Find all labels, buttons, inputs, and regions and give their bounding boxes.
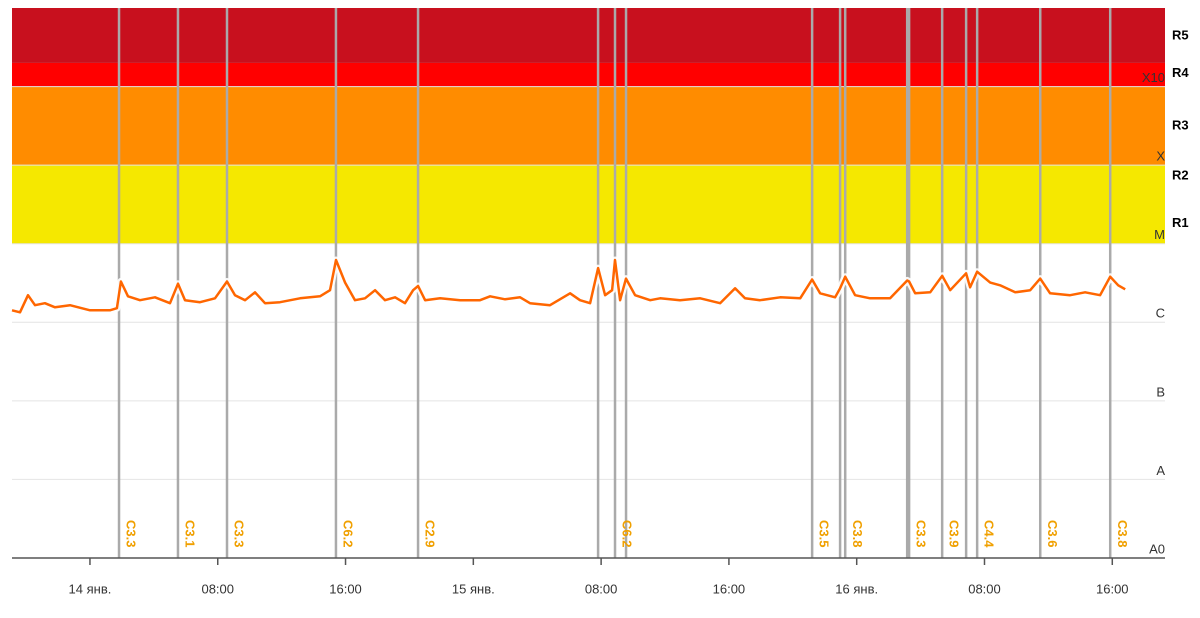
y-tick-label: X (1156, 149, 1165, 164)
x-tick-label: 16 янв. (835, 581, 878, 596)
flare-label: C3.3 (232, 520, 247, 547)
x-tick-label: 08:00 (201, 581, 234, 596)
y-tick-label: A0 (1149, 541, 1165, 556)
flare-label: C2.9 (423, 520, 438, 547)
flare-label: C4.4 (982, 520, 997, 548)
x-tick-label: 08:00 (968, 581, 1001, 596)
x-tick-label: 15 янв. (452, 581, 495, 596)
y-tick-label: X10 (1142, 70, 1165, 85)
flare-label: C3.3 (124, 520, 139, 547)
x-tick-label: 14 янв. (69, 581, 112, 596)
x-tick-label: 16:00 (1096, 581, 1129, 596)
r-level-label: R3 (1172, 117, 1189, 132)
y-tick-label: A (1156, 463, 1165, 478)
r-level-label: R1 (1172, 215, 1189, 230)
flux-band (12, 62, 1165, 87)
flux-band (12, 165, 1165, 244)
y-tick-label: C (1156, 306, 1165, 321)
flux-band (12, 86, 1165, 166)
x-tick-label: 16:00 (329, 581, 362, 596)
flare-label: C3.1 (183, 520, 198, 547)
flare-label: C3.6 (1045, 520, 1060, 547)
y-tick-label: B (1156, 384, 1165, 399)
r-level-label: R2 (1172, 167, 1189, 182)
flare-label: C3.3 (914, 520, 929, 547)
flux-band (12, 8, 1165, 63)
flare-label: C6.2 (620, 520, 635, 547)
flux-line (11, 258, 1126, 314)
flare-label: C6.2 (341, 520, 356, 547)
r-level-label: R5 (1172, 28, 1189, 43)
x-tick-label: 16:00 (713, 581, 746, 596)
flare-label: C3.8 (850, 520, 865, 547)
flare-label: C3.8 (1115, 520, 1130, 547)
y-tick-label: M (1154, 227, 1165, 242)
x-tick-label: 08:00 (585, 581, 618, 596)
r-level-label: R4 (1172, 65, 1189, 80)
flare-label: C3.5 (817, 520, 832, 547)
flare-label: C3.9 (947, 520, 962, 547)
